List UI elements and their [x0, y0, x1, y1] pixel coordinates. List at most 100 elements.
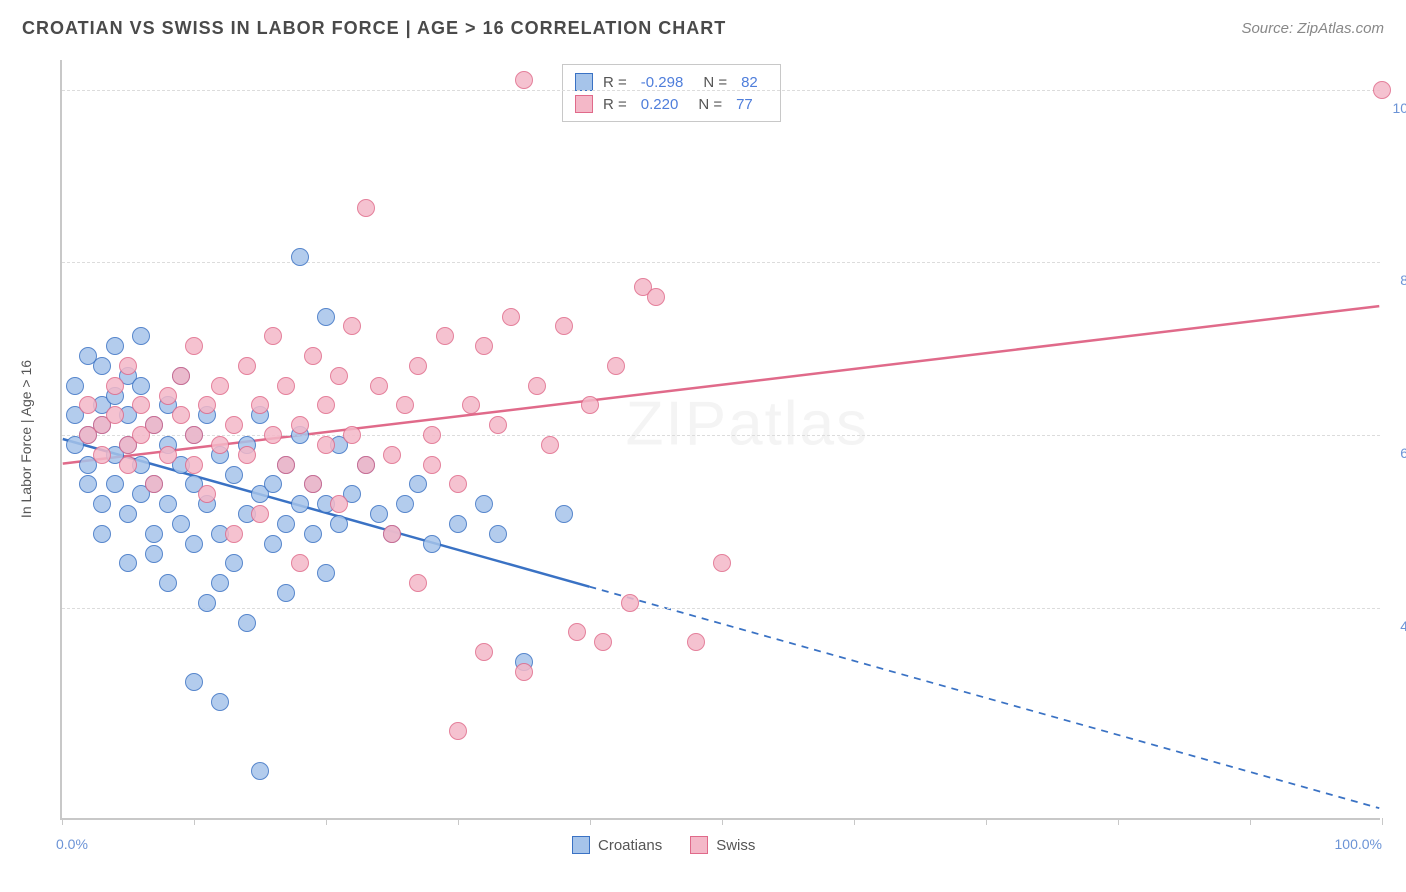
scatter-point: [555, 317, 573, 335]
scatter-point: [449, 475, 467, 493]
y-axis-label: In Labor Force | Age > 16: [18, 360, 34, 518]
scatter-point: [607, 357, 625, 375]
scatter-point: [317, 564, 335, 582]
x-tick: [986, 818, 987, 825]
scatter-point: [277, 584, 295, 602]
scatter-point: [225, 525, 243, 543]
scatter-point: [489, 525, 507, 543]
scatter-point: [106, 337, 124, 355]
scatter-point: [225, 416, 243, 434]
y-gridline: [62, 262, 1380, 263]
scatter-point: [581, 396, 599, 414]
scatter-point: [370, 505, 388, 523]
scatter-point: [555, 505, 573, 523]
scatter-point: [396, 396, 414, 414]
scatter-point: [172, 406, 190, 424]
scatter-point: [291, 554, 309, 572]
x-tick: [194, 818, 195, 825]
scatter-point: [251, 505, 269, 523]
stats-legend: R =-0.298N =82R =0.220N =77: [562, 64, 781, 122]
scatter-point: [396, 495, 414, 513]
scatter-point: [93, 495, 111, 513]
scatter-point: [238, 614, 256, 632]
legend-swatch: [572, 836, 590, 854]
scatter-point: [409, 357, 427, 375]
scatter-point: [198, 594, 216, 612]
scatter-point: [462, 396, 480, 414]
y-tick-label: 82.5%: [1384, 272, 1406, 288]
x-tick: [722, 818, 723, 825]
scatter-point: [66, 377, 84, 395]
scatter-point: [211, 693, 229, 711]
chart-title: CROATIAN VS SWISS IN LABOR FORCE | AGE >…: [22, 18, 726, 39]
scatter-point: [106, 475, 124, 493]
legend-swatch: [690, 836, 708, 854]
scatter-point: [264, 426, 282, 444]
scatter-point: [277, 377, 295, 395]
legend-label: Swiss: [716, 837, 755, 854]
scatter-point: [489, 416, 507, 434]
scatter-point: [515, 71, 533, 89]
scatter-point: [304, 475, 322, 493]
scatter-point: [277, 515, 295, 533]
series-legend: Croatians Swiss: [572, 836, 755, 854]
stat-value-r: -0.298: [641, 74, 684, 91]
scatter-point: [343, 426, 361, 444]
y-gridline: [62, 608, 1380, 609]
scatter-point: [106, 406, 124, 424]
x-tick-label: 100.0%: [1335, 836, 1382, 852]
scatter-point: [211, 436, 229, 454]
scatter-point: [291, 248, 309, 266]
y-gridline: [62, 90, 1380, 91]
scatter-point: [621, 594, 639, 612]
scatter-point: [383, 446, 401, 464]
scatter-point: [264, 327, 282, 345]
y-tick-label: 100.0%: [1384, 100, 1406, 116]
scatter-point: [449, 515, 467, 533]
scatter-point: [291, 495, 309, 513]
scatter-point: [119, 357, 137, 375]
scatter-point: [185, 426, 203, 444]
scatter-point: [541, 436, 559, 454]
scatter-point: [159, 495, 177, 513]
scatter-point: [515, 663, 533, 681]
y-tick-label: 47.5%: [1384, 618, 1406, 634]
scatter-point: [436, 327, 454, 345]
scatter-point: [185, 535, 203, 553]
scatter-point: [423, 426, 441, 444]
scatter-point: [409, 475, 427, 493]
stat-value-r: 0.220: [641, 96, 679, 113]
scatter-point: [238, 357, 256, 375]
scatter-point: [409, 574, 427, 592]
scatter-point: [211, 377, 229, 395]
scatter-point: [343, 317, 361, 335]
stat-label-n: N =: [698, 96, 722, 113]
stat-value-n: 82: [741, 74, 758, 91]
scatter-point: [145, 545, 163, 563]
y-gridline: [62, 435, 1380, 436]
stat-label-n: N =: [703, 74, 727, 91]
scatter-point: [330, 367, 348, 385]
scatter-point: [304, 347, 322, 365]
scatter-point: [449, 722, 467, 740]
scatter-point: [713, 554, 731, 572]
scatter-point: [198, 485, 216, 503]
scatter-point: [172, 515, 190, 533]
scatter-point: [119, 554, 137, 572]
legend-item: Croatians: [572, 836, 662, 854]
scatter-point: [475, 337, 493, 355]
scatter-point: [475, 495, 493, 513]
scatter-point: [357, 456, 375, 474]
scatter-point: [132, 327, 150, 345]
scatter-point: [1373, 81, 1391, 99]
scatter-point: [159, 387, 177, 405]
scatter-point: [211, 574, 229, 592]
legend-swatch: [575, 95, 593, 113]
scatter-point: [291, 416, 309, 434]
scatter-point: [132, 377, 150, 395]
scatter-point: [475, 643, 493, 661]
scatter-point: [687, 633, 705, 651]
scatter-point: [145, 475, 163, 493]
x-tick: [1250, 818, 1251, 825]
x-tick-label: 0.0%: [56, 836, 88, 852]
